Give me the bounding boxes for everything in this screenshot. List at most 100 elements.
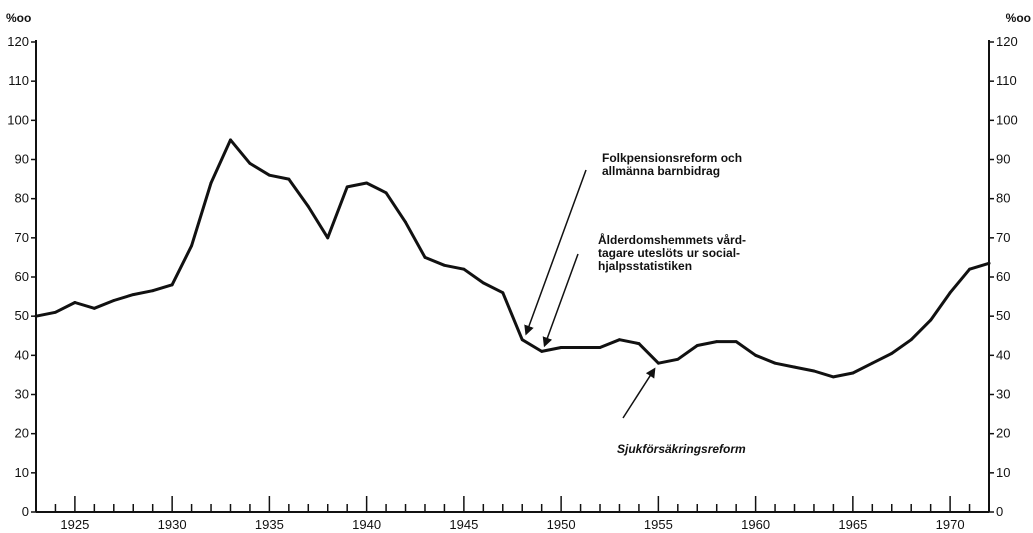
- data-point: [598, 346, 602, 349]
- annotation-arrow: [524, 169, 587, 336]
- y-tick-label-left: 0: [22, 504, 29, 519]
- data-point: [209, 181, 213, 185]
- data-point: [968, 267, 971, 271]
- y-tick-label-right: 10: [996, 465, 1010, 480]
- annotation-text: tagare uteslöts ur social-: [598, 246, 740, 260]
- data-point: [73, 301, 77, 304]
- y-tick-label-right: 40: [996, 347, 1010, 362]
- x-tick-label: 1925: [60, 517, 89, 532]
- data-point: [540, 350, 544, 353]
- y-tick-label-left: 100: [7, 112, 29, 127]
- series-line: [34, 138, 991, 379]
- annotation-text: allmänna barnbidrag: [602, 164, 720, 178]
- series: [34, 138, 991, 379]
- y-tick-label-right: 70: [996, 230, 1010, 245]
- y-tick-label-left: 10: [15, 465, 29, 480]
- data-point: [190, 244, 193, 248]
- y-tick-label-left: 60: [15, 269, 29, 284]
- labels: 0 0 10 10 20 20 30 30 40 40 50 50 60 60 70 70 80 80 90 90 10…: [6, 11, 1031, 532]
- data-point: [384, 191, 388, 195]
- data-point: [112, 299, 116, 302]
- x-tick-label: 1950: [547, 517, 576, 532]
- data-point: [170, 283, 174, 287]
- y-tick-label-right: 110: [996, 73, 1017, 88]
- y-tick-label-right: 90: [996, 152, 1010, 167]
- data-point: [890, 351, 894, 355]
- y-tick-label-left: 70: [15, 230, 29, 245]
- data-point: [676, 357, 680, 361]
- y-tick-label-left: 30: [15, 387, 29, 402]
- data-point: [656, 361, 660, 365]
- data-point: [929, 318, 933, 322]
- x-tick-label: 1970: [936, 517, 965, 532]
- annotation-text: Folkpensionsreform och: [602, 151, 742, 165]
- y-tick-label-right: 100: [996, 112, 1018, 127]
- data-point: [423, 256, 427, 259]
- x-tick-label: 1930: [158, 517, 187, 532]
- unit-label-right: %oo: [1006, 11, 1031, 25]
- annotation-arrow: [542, 253, 579, 348]
- y-tick-label-left: 110: [8, 73, 29, 88]
- data-point: [618, 338, 621, 342]
- data-point: [715, 340, 719, 344]
- data-point: [287, 177, 291, 181]
- x-tick-label: 1945: [449, 517, 478, 532]
- data-point: [734, 340, 738, 344]
- data-point: [443, 263, 446, 267]
- data-point: [754, 353, 758, 357]
- x-tick-label: 1940: [352, 517, 381, 532]
- annotation-arrow: [622, 367, 656, 419]
- data-point: [773, 361, 777, 365]
- data-point: [462, 267, 466, 271]
- y-tick-label-right: 120: [996, 34, 1018, 49]
- data-point: [851, 371, 855, 375]
- data-point: [579, 346, 582, 349]
- data-point: [481, 281, 485, 285]
- unit-label-left: %oo: [6, 11, 31, 25]
- y-tick-label-right: 50: [996, 308, 1010, 323]
- data-point: [54, 310, 57, 314]
- data-point: [365, 181, 369, 185]
- annotation-text: Ålderdomshemmets vård-: [598, 232, 746, 247]
- data-point: [306, 205, 310, 208]
- data-point: [637, 342, 641, 345]
- data-point: [832, 375, 835, 379]
- annotation-text: hjalpsstatistiken: [598, 259, 692, 273]
- data-point: [248, 162, 252, 165]
- data-point: [404, 220, 407, 224]
- data-point: [267, 173, 271, 177]
- axes: [31, 40, 994, 513]
- data-point: [131, 293, 135, 297]
- data-point: [326, 236, 330, 240]
- data-point: [345, 185, 349, 189]
- data-point: [909, 338, 913, 342]
- y-tick-label-left: 80: [15, 191, 29, 206]
- x-tick-label: 1965: [838, 517, 867, 532]
- data-point: [793, 365, 796, 369]
- data-point: [812, 369, 816, 373]
- y-tick-label-right: 30: [996, 387, 1010, 402]
- y-tick-label-right: 60: [996, 269, 1010, 284]
- y-tick-label-left: 20: [15, 426, 29, 441]
- y-tick-label-left: 50: [15, 308, 29, 323]
- y-tick-label-right: 20: [996, 426, 1010, 441]
- x-tick-label: 1955: [644, 517, 673, 532]
- data-point: [34, 314, 38, 318]
- data-point: [229, 138, 232, 142]
- x-tick-label: 1960: [741, 517, 770, 532]
- data-point: [520, 338, 524, 342]
- data-point: [151, 289, 155, 293]
- data-point: [695, 344, 699, 347]
- annotation-text: Sjukförsäkringsreform: [617, 442, 746, 456]
- y-tick-label-right: 80: [996, 191, 1010, 206]
- y-tick-label-left: 120: [7, 34, 29, 49]
- y-tick-label-left: 40: [15, 347, 29, 362]
- data-point: [501, 291, 505, 295]
- x-tick-label: 1935: [255, 517, 284, 532]
- y-tick-label-left: 90: [15, 152, 29, 167]
- y-tick-label-right: 0: [996, 504, 1003, 519]
- data-point: [870, 361, 874, 365]
- data-point: [948, 291, 952, 295]
